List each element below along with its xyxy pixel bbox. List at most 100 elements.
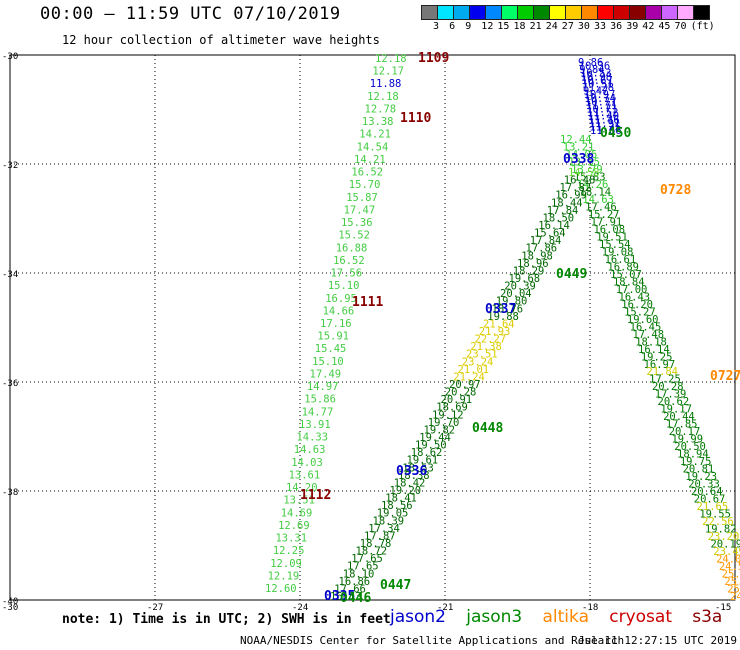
- track-value-jason3: 18.76: [492, 303, 524, 315]
- track-value-jason3: 12.44: [560, 134, 592, 146]
- color-scale-label: 24: [545, 21, 558, 32]
- track-value-jason3: 16.14: [538, 220, 570, 232]
- track-value-jason3: 20.81: [683, 464, 715, 476]
- track-value-cryosat: 15.10: [328, 280, 360, 292]
- track-value-jason3: 21.84: [646, 366, 678, 378]
- track-value-jason2: 10.67: [581, 75, 613, 87]
- lon-tick-label: -18: [582, 603, 598, 613]
- legend-altika: altika: [542, 607, 590, 627]
- track-value-cryosat: 14.21: [359, 129, 391, 141]
- track-value-jason3: 18.44: [551, 197, 583, 209]
- track-value-jason3: 20.64: [691, 486, 723, 498]
- track-value-jason3: 17.86: [526, 243, 558, 255]
- track-value-cryosat: 12.18: [375, 53, 407, 65]
- track-value-jason3: 21.65: [697, 501, 729, 513]
- track-value-jason3: 18.18: [635, 336, 667, 348]
- track-value-jason2: 11.91: [589, 118, 621, 130]
- track-value-jason2: 10.98: [581, 71, 613, 83]
- track-value-jason3: 16.45: [630, 321, 662, 333]
- track-value-jason3: 23.49: [713, 546, 740, 558]
- color-scale-label: 42: [642, 21, 655, 32]
- color-scale-bar: [421, 5, 710, 20]
- track-value-jason3: 20.44: [663, 411, 695, 423]
- track-value-jason3: 21.93: [479, 326, 511, 338]
- color-scale-label: 6: [449, 21, 456, 32]
- satellite-legend: jason2 jason3 altika cryosat s3a: [390, 607, 732, 627]
- track-value-jason3: 19.68: [509, 273, 541, 285]
- lon-tick-label: -27: [147, 603, 163, 613]
- track-value-jason3: 16.99: [555, 190, 587, 202]
- track-value-jason3: 20.33: [688, 479, 720, 491]
- track-value-jason2: 11.71: [586, 100, 618, 112]
- track-value-cryosat: 12.25: [273, 545, 305, 557]
- track-value-jason2: 9.86: [578, 57, 603, 69]
- pass-label: 1112: [300, 488, 331, 503]
- legend-cryosat: cryosat: [609, 607, 672, 627]
- track-value-jason2: 11.25: [589, 121, 621, 133]
- track-value-cryosat: 15.52: [338, 230, 370, 242]
- track-value-jason3: 19.60: [627, 314, 659, 326]
- track-value-cryosat: 14.97: [307, 381, 339, 393]
- track-value-jason2: 10.74: [584, 93, 616, 105]
- track-value-cryosat: 17.47: [344, 204, 376, 216]
- track-value-jason2: 10.97: [584, 89, 616, 101]
- track-value-jason3: 19.82: [424, 424, 456, 436]
- track-value-jason3: 16.86: [339, 576, 371, 588]
- track-value-jason3: 19.99: [671, 434, 703, 446]
- pass-label: 0337: [485, 302, 516, 317]
- track-value-jason3: 20.62: [658, 396, 690, 408]
- track-value-jason3: 17.25: [649, 374, 681, 386]
- track-value-jason3: 25.48: [722, 569, 740, 581]
- track-value-jason3: 19.17: [660, 404, 692, 416]
- track-value-jason3: 15.64: [534, 228, 566, 240]
- track-value-jason3: 21.38: [470, 341, 502, 353]
- track-value-jason2: 10.77: [585, 96, 617, 108]
- pass-label: 1110: [400, 111, 431, 126]
- track-value-jason3: 21.24: [453, 371, 485, 383]
- track-value-cryosat: 13.38: [362, 116, 394, 128]
- track-value-jason2: 11.40: [587, 111, 619, 123]
- track-value-cryosat: 12.09: [270, 558, 302, 570]
- track-value-jason3: 16.20: [621, 299, 653, 311]
- pass-label: 0450: [600, 126, 631, 141]
- pass-label: 0446: [340, 591, 371, 606]
- track-value-jason3: 22.56: [702, 516, 734, 528]
- lat-tick-label: -40: [2, 597, 18, 607]
- track-value-jason3: 19.44: [419, 432, 451, 444]
- pass-label: 0448: [472, 421, 503, 436]
- track-value-jason3: 19.25: [641, 351, 673, 363]
- color-swatch: [693, 5, 710, 20]
- track-value-jason3: 17.87: [364, 530, 396, 542]
- track-value-cryosat: 12.78: [365, 103, 397, 115]
- track-value-jason3: 19.05: [377, 508, 409, 520]
- track-value-cryosat: 16.95: [325, 293, 357, 305]
- track-value-cryosat: 15.86: [304, 394, 336, 406]
- pass-label: 0728: [660, 183, 691, 198]
- lat-tick-label: -30: [2, 52, 18, 62]
- track-value-jason3: 18.96: [517, 258, 549, 270]
- track-value-jason3: 19.50: [415, 440, 447, 452]
- track-value-jason3: 20.39: [504, 281, 536, 293]
- track-value-jason3: 19.61: [407, 455, 439, 467]
- track-value-jason3: 18.38: [398, 470, 430, 482]
- color-scale-label: (ft): [690, 21, 715, 32]
- track-value-jason3: 18.84: [613, 276, 645, 288]
- track-value-cryosat: 12.60: [265, 583, 297, 595]
- track-value-jason2: 11.28: [582, 82, 614, 94]
- track-value-jason3: 18.69: [436, 402, 468, 414]
- track-value-jason3: 18.39: [373, 515, 405, 527]
- track-value-cryosat: 14.77: [302, 406, 334, 418]
- color-scale-label: 27: [561, 21, 574, 32]
- track-value-jason3: 17.66: [334, 583, 366, 595]
- track-value-jason3: 20.28: [652, 381, 684, 393]
- track-value-cryosat: 15.10: [312, 356, 344, 368]
- page-title: 00:00 – 11:59 UTC 07/10/2019: [40, 4, 341, 24]
- track-value-jason3: 20.97: [449, 379, 481, 391]
- track-value-jason2: 10.51: [582, 78, 614, 90]
- track-value-cryosat: 13.91: [299, 419, 331, 431]
- track-value-jason3: 24.54: [719, 561, 740, 573]
- track-value-jason3: 18.41: [385, 493, 417, 505]
- pass-label: 1109: [418, 51, 449, 66]
- track-value-jason3: 17.00: [616, 284, 648, 296]
- track-value-jason3: 19.75: [680, 456, 712, 468]
